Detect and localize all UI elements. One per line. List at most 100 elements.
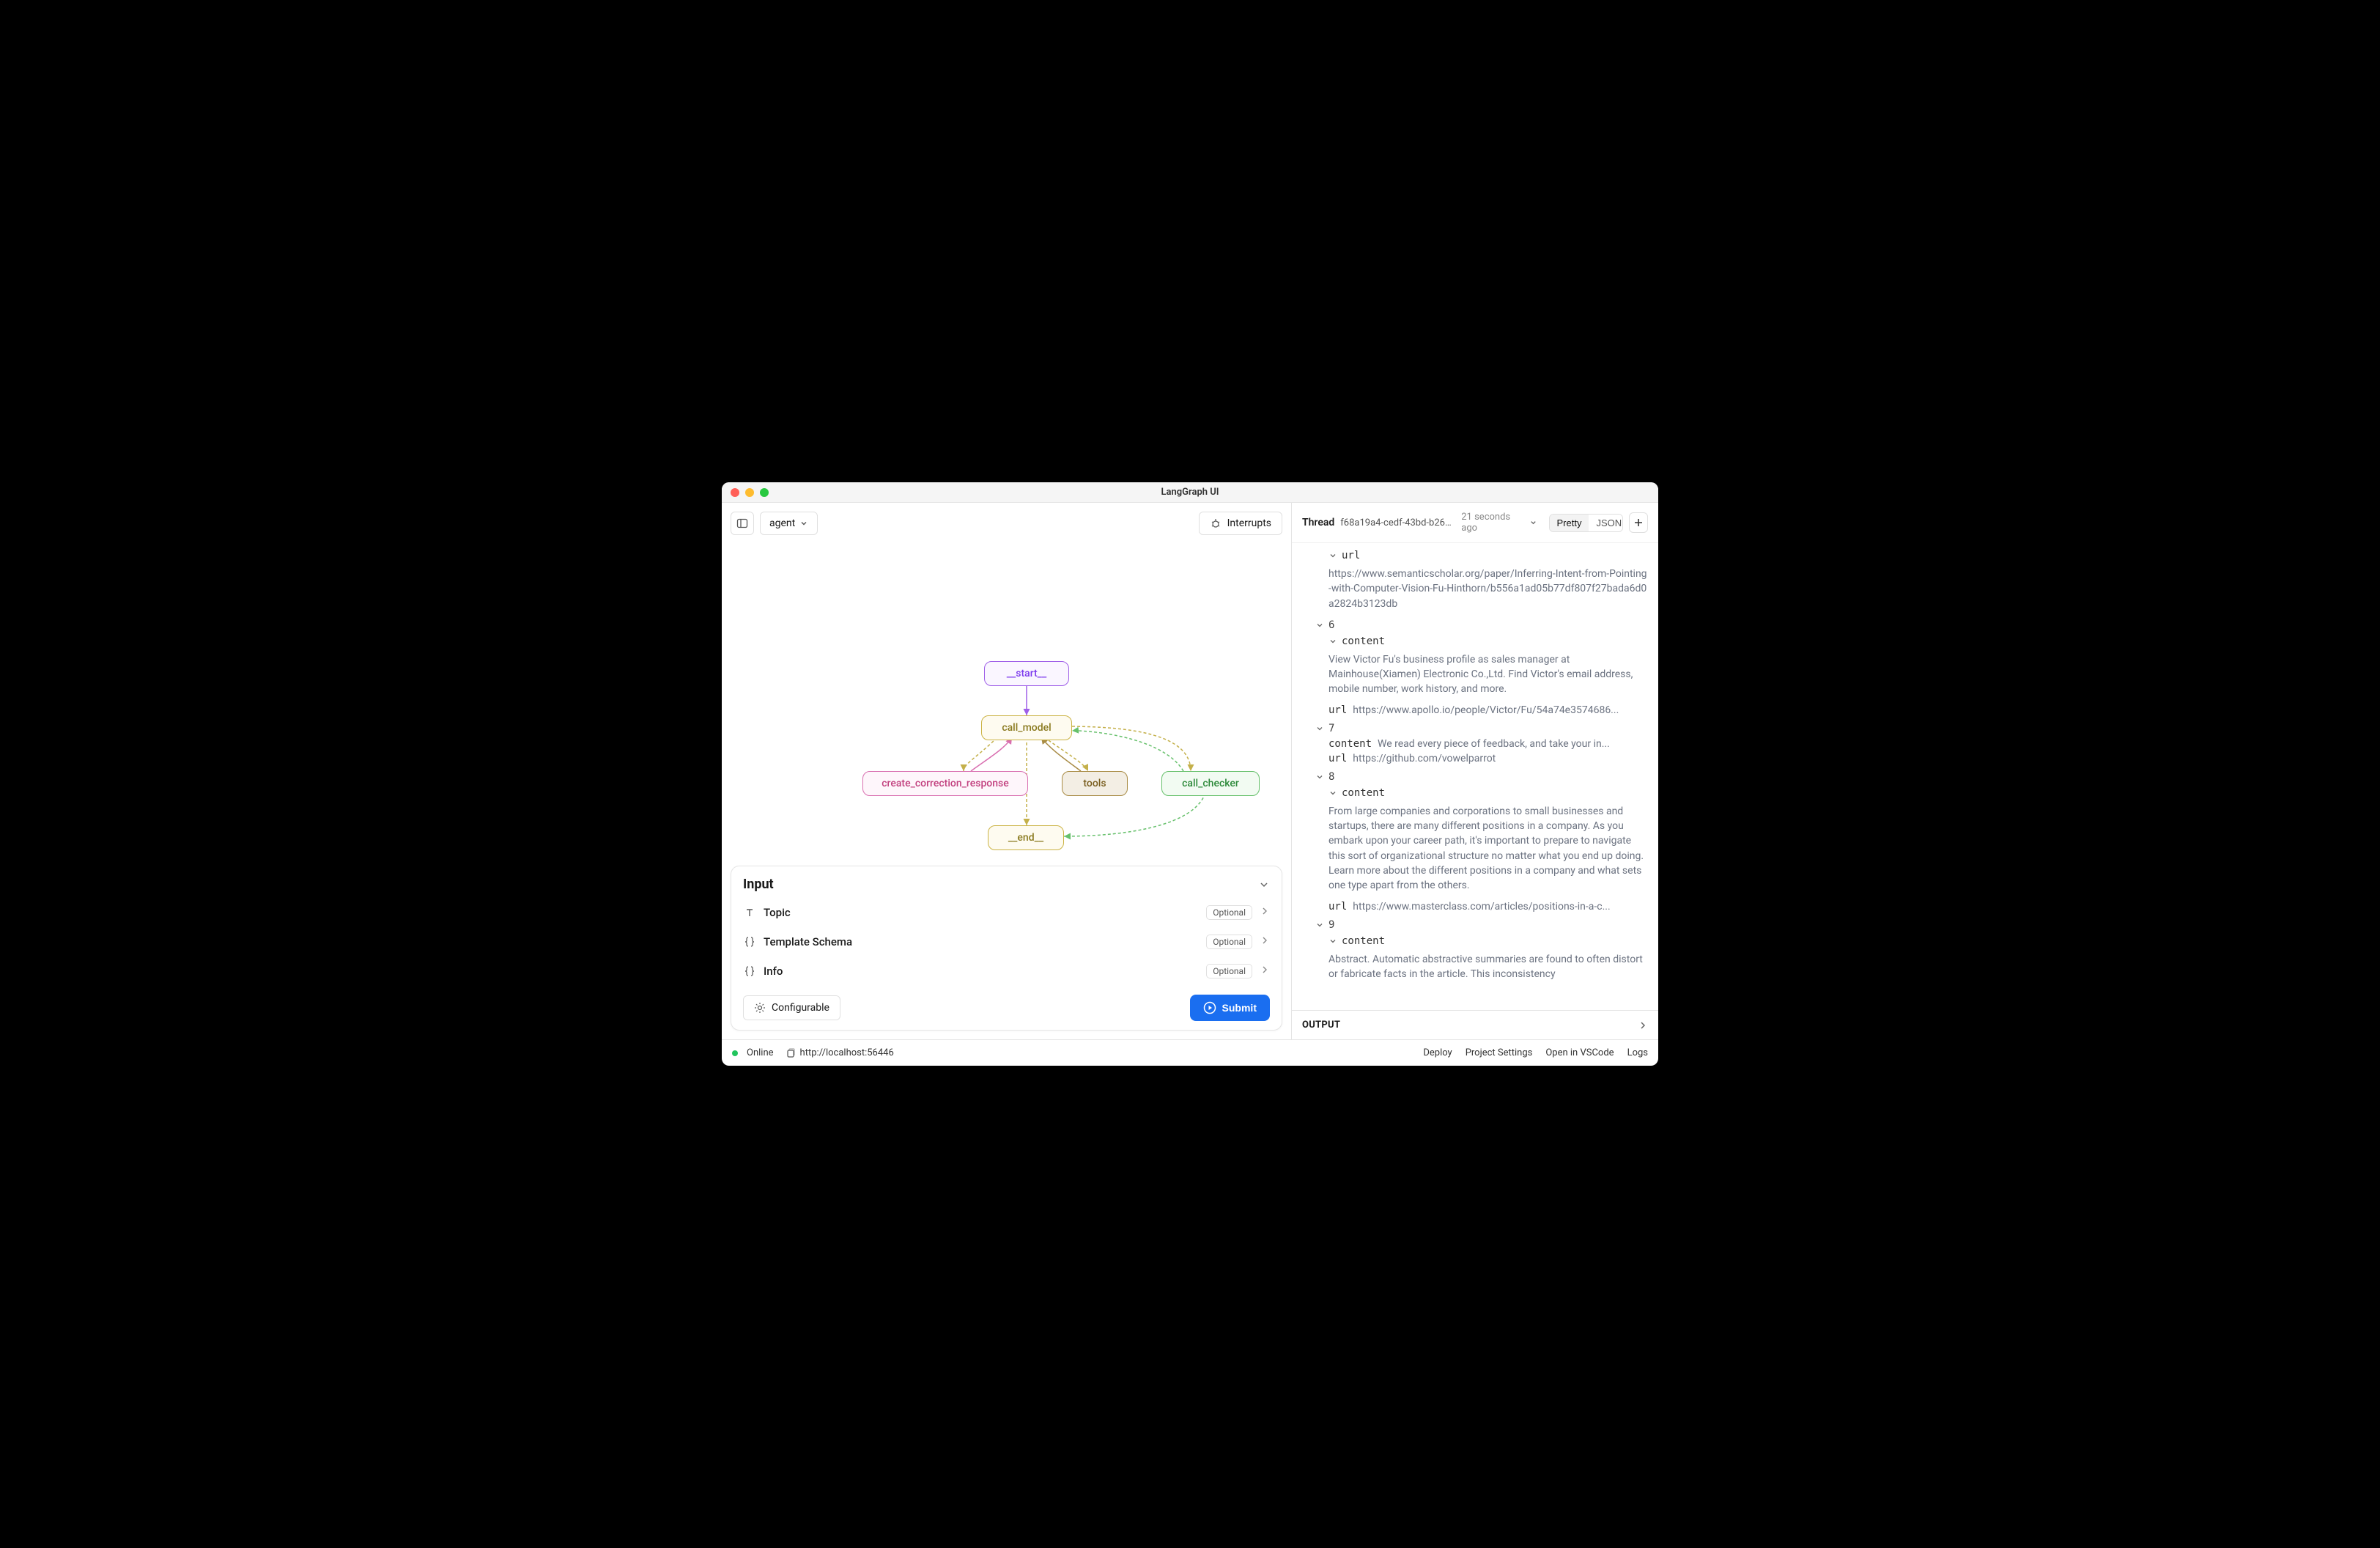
input-field-label: Info	[764, 965, 1199, 978]
thread-item-toggle[interactable]: 9	[1315, 917, 1648, 933]
thread-item-toggle[interactable]: 6	[1315, 617, 1648, 633]
graph-edge	[1072, 726, 1191, 771]
optional-badge: Optional	[1206, 905, 1252, 920]
chevron-down-icon[interactable]	[1529, 518, 1537, 527]
chevron-right-icon	[1260, 935, 1270, 948]
content-value: Abstract. Automatic abstractive summarie…	[1328, 949, 1648, 988]
thread-item-content-group: contentView Victor Fu's business profile…	[1315, 633, 1648, 718]
online-dot-icon	[732, 1050, 738, 1056]
chevron-down-icon[interactable]	[1258, 879, 1270, 891]
thread-item-toggle[interactable]: 7	[1315, 720, 1648, 737]
url-key: url	[1328, 901, 1347, 913]
right-panel: Thread f68a19a4-cedf-43bd-b266-7... 21 s…	[1292, 503, 1658, 1039]
left-panel: agent Interrupts __start__ call_modelcrea…	[722, 503, 1292, 1039]
thread-item-content-group: content We read every piece of feedback, …	[1315, 737, 1648, 766]
json-view-button[interactable]: JSON	[1589, 515, 1623, 531]
add-thread-button[interactable]	[1629, 512, 1648, 533]
text-icon	[743, 906, 756, 919]
graph-canvas[interactable]: __start__ call_model create_correction_res…	[722, 544, 1291, 857]
graph-edge	[1044, 737, 1088, 771]
gear-icon	[754, 1002, 766, 1014]
input-field-row[interactable]: Topic Optional	[731, 898, 1282, 927]
agent-dropdown[interactable]: agent	[760, 512, 818, 535]
url-key: url	[1328, 753, 1347, 764]
input-field-row[interactable]: Info Optional	[731, 957, 1282, 986]
agent-dropdown-label: agent	[769, 517, 795, 529]
interrupts-label: Interrupts	[1227, 517, 1271, 529]
submit-label: Submit	[1222, 1002, 1257, 1014]
graph-edge	[964, 737, 997, 771]
thread-item: 8contentFrom large companies and corpora…	[1302, 769, 1648, 914]
url-toggle[interactable]: url	[1328, 548, 1648, 564]
graph-edge	[1064, 793, 1205, 836]
submit-button[interactable]: Submit	[1190, 995, 1270, 1021]
minimize-window-icon[interactable]	[745, 488, 754, 497]
chevron-right-icon	[1260, 906, 1270, 919]
thread-item-toggle[interactable]: 8	[1315, 769, 1648, 785]
thread-item: 9contentAbstract. Automatic abstractive …	[1302, 917, 1648, 988]
online-label: Online	[747, 1047, 774, 1058]
statusbar: Online http://localhost:56446 Deploy Pro…	[722, 1039, 1658, 1066]
graph-edge	[1041, 737, 1081, 771]
content-toggle[interactable]: content	[1328, 933, 1648, 949]
content-toggle[interactable]: content	[1328, 633, 1648, 649]
thread-body[interactable]: url https://www.semanticscholar.org/pape…	[1292, 543, 1658, 1010]
thread-id: f68a19a4-cedf-43bd-b266-7...	[1340, 517, 1455, 528]
thread-item: 6contentView Victor Fu's business profil…	[1302, 617, 1648, 718]
traffic-lights	[731, 488, 769, 497]
braces-icon	[743, 935, 756, 948]
project-settings-link[interactable]: Project Settings	[1466, 1047, 1533, 1058]
panel-icon	[736, 517, 748, 529]
pretty-view-button[interactable]: Pretty	[1550, 515, 1589, 531]
view-toggle: Pretty JSON	[1549, 514, 1624, 532]
url-value: https://www.semanticscholar.org/paper/In…	[1328, 564, 1648, 617]
graph-node-create_correction_response[interactable]: create_correction_response	[862, 771, 1028, 796]
content-value: From large companies and corporations to…	[1328, 801, 1648, 899]
thread-item-content-group: contentFrom large companies and corporat…	[1315, 785, 1648, 914]
chevron-right-icon	[1638, 1020, 1648, 1031]
window-title: LangGraph UI	[1161, 487, 1219, 498]
graph-node-call_checker[interactable]: call_checker	[1161, 771, 1260, 796]
thread-header: Thread f68a19a4-cedf-43bd-b266-7... 21 s…	[1292, 503, 1658, 543]
plus-icon	[1633, 517, 1644, 528]
close-window-icon[interactable]	[731, 488, 739, 497]
sidebar-toggle-button[interactable]	[731, 512, 754, 535]
interrupts-button[interactable]: Interrupts	[1199, 512, 1282, 535]
optional-badge: Optional	[1206, 964, 1252, 978]
chevron-down-icon	[799, 519, 808, 528]
input-field-label: Template Schema	[764, 935, 1199, 948]
copy-icon	[786, 1048, 796, 1058]
graph-edge	[1072, 731, 1183, 771]
thread-item-content-group: contentAbstract. Automatic abstractive s…	[1315, 933, 1648, 988]
graph-node-call_model[interactable]: call_model	[981, 715, 1072, 740]
thread-time: 21 seconds ago	[1461, 512, 1523, 534]
graph-edges-svg	[722, 544, 1291, 857]
content-area: agent Interrupts __start__ call_modelcrea…	[722, 503, 1658, 1039]
configurable-button[interactable]: Configurable	[743, 995, 840, 1020]
maximize-window-icon[interactable]	[760, 488, 769, 497]
configurable-label: Configurable	[772, 1002, 829, 1014]
input-field-label: Topic	[764, 906, 1199, 919]
url-value: https://github.com/vowelparrot	[1353, 753, 1648, 764]
url-key: url	[1342, 550, 1360, 561]
titlebar: LangGraph UI	[722, 482, 1658, 503]
optional-badge: Optional	[1206, 935, 1252, 949]
content-value: We read every piece of feedback, and tak…	[1378, 738, 1648, 750]
input-footer: Configurable Submit	[731, 986, 1282, 1030]
graph-node-end[interactable]: __end__	[988, 825, 1064, 850]
status-url[interactable]: http://localhost:56446	[786, 1047, 894, 1058]
input-field-row[interactable]: Template Schema Optional	[731, 927, 1282, 957]
content-key: content	[1328, 738, 1372, 750]
content-toggle[interactable]: content	[1328, 785, 1648, 801]
logs-link[interactable]: Logs	[1627, 1047, 1648, 1058]
input-header: Input	[731, 866, 1282, 898]
open-vscode-link[interactable]: Open in VSCode	[1545, 1047, 1614, 1058]
deploy-link[interactable]: Deploy	[1423, 1047, 1452, 1058]
graph-node-tools[interactable]: tools	[1062, 771, 1128, 796]
thread-label: Thread	[1302, 517, 1334, 528]
content-value: View Victor Fu's business profile as sal…	[1328, 649, 1648, 703]
output-bar[interactable]: OUTPUT	[1292, 1010, 1658, 1039]
toolbar: agent Interrupts	[722, 503, 1291, 544]
chevron-down-icon	[1329, 552, 1337, 559]
graph-node-start[interactable]: __start__	[984, 661, 1069, 686]
